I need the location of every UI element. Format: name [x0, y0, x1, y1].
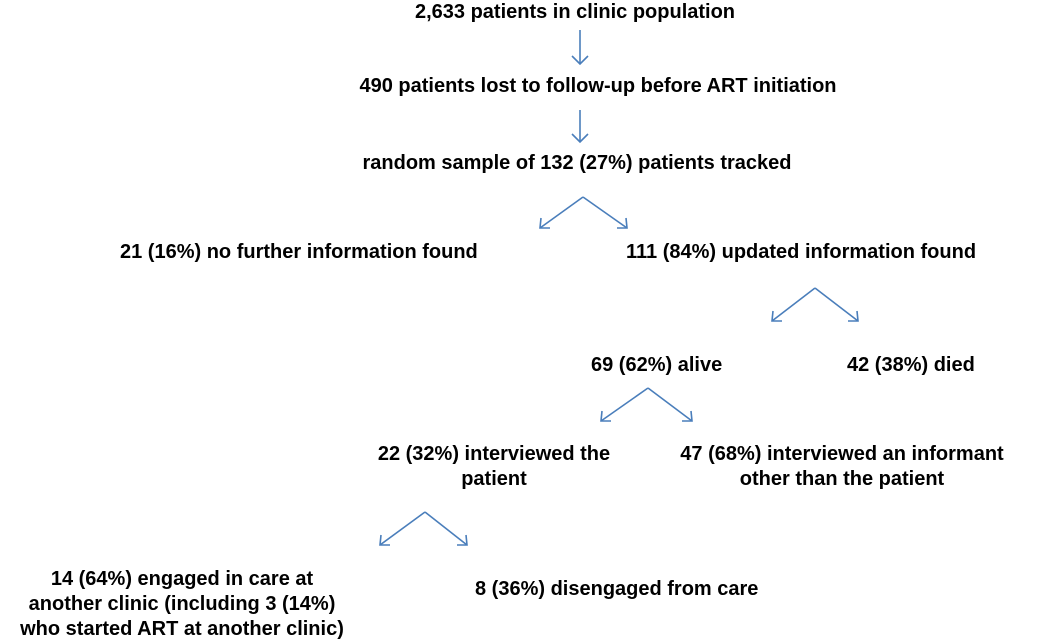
node-no-info: 21 (16%) no further information found — [120, 241, 478, 263]
node-interviewed-patient-line-2: patient — [461, 468, 527, 490]
node-died: 42 (38%) died — [847, 354, 975, 376]
node-engaged-care-line-1: 14 (64%) engaged in care at — [50, 568, 314, 590]
node-updated-info: 111 (84%) updated information found — [626, 241, 977, 263]
node-alive: 69 (62%) alive — [591, 354, 723, 376]
node-engaged-care-line-2: another clinic (including 3 (14%) — [28, 593, 336, 615]
node-interviewed-patient: 22 (32%) interviewed the patient — [378, 442, 610, 492]
node-interviewed-patient-line-1: 22 (32%) interviewed the — [377, 443, 611, 465]
node-disengaged-care: 8 (36%) disengaged from care — [475, 578, 759, 600]
node-engaged-care-line-3: who started ART at another clinic) — [20, 618, 344, 640]
node-engaged-care: 14 (64%) engaged in care at another clin… — [20, 567, 344, 642]
node-interviewed-informant-line-1: 47 (68%) interviewed an informant — [680, 443, 1004, 465]
arrow-lost-to-sample — [571, 110, 589, 144]
split-sample — [539, 196, 628, 229]
node-clinic-population: 2,633 patients in clinic population — [414, 1, 736, 23]
split-updated — [771, 287, 859, 322]
node-lost-to-followup: 490 patients lost to follow-up before AR… — [359, 75, 837, 97]
node-interviewed-informant-line-2: other than the patient — [739, 468, 945, 490]
arrow-population-to-lost — [571, 30, 589, 66]
split-interviewed — [379, 511, 468, 546]
node-interviewed-informant: 47 (68%) interviewed an informant other … — [680, 442, 1003, 492]
split-alive — [600, 387, 693, 422]
node-random-sample: random sample of 132 (27%) patients trac… — [362, 152, 792, 174]
